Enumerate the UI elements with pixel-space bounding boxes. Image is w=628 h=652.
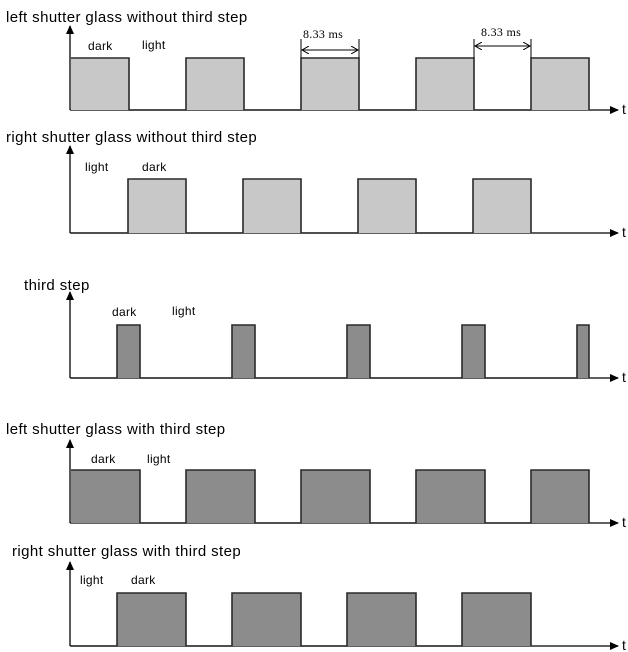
pulse-dark [577, 325, 589, 378]
panel-title: left shutter glass without third step [6, 9, 248, 26]
pulse-dark [186, 470, 255, 523]
panel-title: third step [24, 277, 90, 294]
waveform-line [71, 178, 532, 234]
pulse-dark [531, 470, 589, 523]
dimension-label: 8.33 ms [481, 25, 521, 39]
pulse-dark [462, 325, 485, 378]
panel-title: right shutter glass without third step [6, 129, 257, 146]
pulse-dark [71, 58, 129, 110]
pulse-dark [473, 179, 531, 233]
waveform-line [71, 324, 590, 379]
waveform-line [71, 592, 532, 647]
pulse-dark [232, 325, 255, 378]
pulse-dark [416, 470, 485, 523]
pulse-dark [243, 179, 301, 233]
label-light: light [172, 304, 196, 318]
label-light: light [85, 160, 109, 174]
pulse-dark [358, 179, 416, 233]
panel-left-without-third-step: left shutter glass without third step t … [6, 9, 626, 117]
label-dark: dark [91, 452, 116, 466]
pulse-dark [301, 470, 370, 523]
time-axis-label: t [622, 369, 626, 385]
dimension-label: 8.33 ms [303, 27, 343, 41]
pulse-dark [117, 593, 186, 646]
waveform-line [71, 469, 590, 524]
label-dark: dark [142, 160, 167, 174]
panel-third-step: third step t dark light [24, 277, 626, 385]
pulse-dark [301, 58, 359, 110]
pulse-dark [232, 593, 301, 646]
label-light: light [80, 573, 104, 587]
label-dark: dark [88, 39, 113, 53]
pulse-dark [462, 593, 531, 646]
label-light: light [147, 452, 171, 466]
pulse-dark [186, 58, 244, 110]
time-axis-label: t [622, 101, 626, 117]
panel-right-with-third-step: right shutter glass with third step t li… [12, 543, 626, 652]
panel-title: left shutter glass with third step [6, 421, 226, 438]
pulse-dark [347, 593, 416, 646]
label-dark: dark [131, 573, 156, 587]
label-dark: dark [112, 305, 137, 319]
panel-title: right shutter glass with third step [12, 543, 241, 560]
panel-left-with-third-step: left shutter glass with third step t dar… [6, 421, 626, 530]
pulse-dark [71, 470, 140, 523]
time-axis-label: t [622, 514, 626, 530]
pulse-dark [531, 58, 589, 110]
pulse-dark [117, 325, 140, 378]
time-axis-label: t [622, 224, 626, 240]
pulse-dark [128, 179, 186, 233]
time-axis-label: t [622, 637, 626, 652]
pulse-dark [416, 58, 474, 110]
pulse-dark [347, 325, 370, 378]
label-light: light [142, 38, 166, 52]
panel-right-without-third-step: right shutter glass without third step t… [6, 129, 626, 240]
